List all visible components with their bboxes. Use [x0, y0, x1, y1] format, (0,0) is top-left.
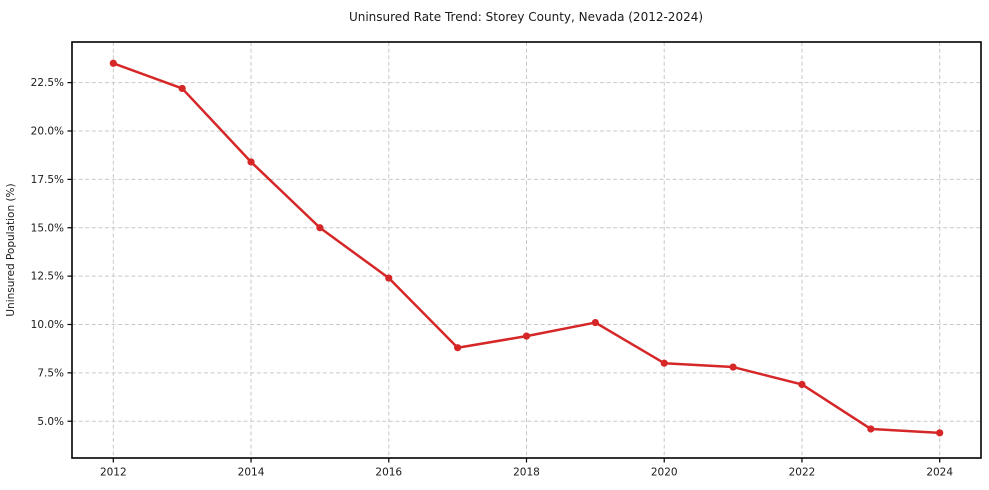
y-tick-label: 20.0% — [31, 126, 64, 138]
data-point-2018 — [522, 332, 531, 340]
y-tick-label: 7.5% — [37, 367, 64, 379]
tick-layer — [67, 82, 941, 463]
data-point-2012 — [109, 59, 117, 67]
data-point-2017 — [454, 344, 462, 352]
data-point-2022 — [798, 380, 806, 389]
series-layer — [109, 59, 944, 437]
grid-layer — [72, 42, 981, 458]
y-axis-label: Uninsured Population (%) — [5, 183, 17, 316]
x-tick-label: 2022 — [789, 467, 816, 479]
data-point-2023 — [867, 425, 875, 433]
x-tick-label: 2012 — [100, 467, 127, 479]
x-tick-label: 2018 — [513, 467, 540, 479]
x-tick-label: 2024 — [926, 467, 953, 479]
x-tick-label: 2014 — [238, 467, 265, 479]
y-tick-label: 22.5% — [31, 77, 64, 89]
data-point-2014 — [247, 158, 255, 166]
y-tick-label: 15.0% — [31, 222, 64, 234]
y-tick-label: 12.5% — [31, 271, 64, 283]
x-tick-label: 2020 — [651, 467, 678, 479]
data-point-2019 — [591, 318, 599, 327]
data-point-2015 — [316, 224, 324, 232]
data-point-2020 — [660, 359, 668, 367]
y-tick-label: 17.5% — [31, 174, 64, 186]
y-tick-label: 5.0% — [37, 416, 64, 428]
y-tick-label: 10.0% — [31, 319, 64, 331]
data-point-2013 — [178, 84, 186, 93]
label-layer: 5.0% 7.5% 10.0% 12.5% 15.0% 17.5% 20.0% 22.5% 20… — [31, 77, 954, 478]
data-point-2016 — [385, 274, 393, 282]
data-point-2021 — [729, 363, 737, 371]
data-point-2024 — [936, 429, 944, 437]
x-tick-label: 2016 — [375, 467, 402, 479]
plot-border — [71, 41, 982, 459]
chart-title: Uninsured Rate Trend: Storey County, Nev… — [349, 10, 703, 24]
